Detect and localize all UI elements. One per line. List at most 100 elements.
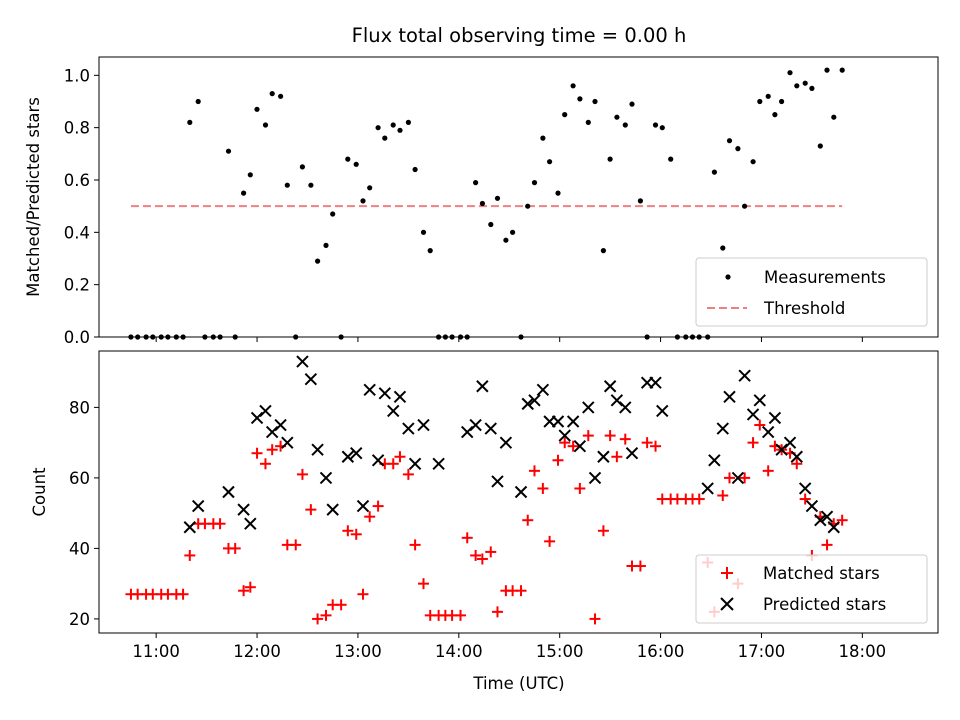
ratio-y-tick-label-4: 0.8 [64,119,90,138]
measurement-point-30 [353,161,359,167]
matched-point-37 [402,468,414,480]
predicted-point-61 [768,411,782,425]
measurement-point-93 [824,67,830,73]
measurement-point-57 [555,190,561,196]
predicted-point-11 [304,372,318,386]
matched-point-29 [342,525,354,537]
measurement-point-56 [547,159,553,165]
measurement-point-29 [345,156,351,162]
predicted-point-24 [408,457,422,471]
predicted-point-42 [582,401,595,414]
matched-point-47 [476,553,488,565]
matched-point-49 [491,606,503,618]
predicted-point-45 [603,380,617,393]
predicted-point-0 [183,521,197,534]
measurement-point-32 [367,185,373,191]
matched-point-76 [693,493,705,505]
predicted-point-22 [393,390,407,404]
measurement-point-24 [308,182,314,188]
count-y-ticks: 20 40 60 80 [69,398,99,629]
matched-point-38 [409,539,421,551]
measurement-point-64 [607,156,613,162]
matched-point-66 [619,433,631,445]
matched-point-53 [522,514,534,526]
count-x-tick-label-6: 17:00 [738,642,786,661]
measurement-point-20 [278,93,284,99]
predicted-point-29 [476,380,489,393]
ratio-y-tick-label-2: 0.4 [64,223,90,242]
measurement-point-53 [525,203,531,209]
legend-predicted-marker [720,597,734,611]
predicted-point-8 [274,418,287,432]
count-x-axis-label: Time (UTC) [472,674,564,693]
measurement-point-94 [831,114,837,120]
predicted-point-51 [656,404,669,418]
legend-measurements-label: Measurements [764,268,886,287]
predicted-point-26 [432,457,445,471]
predicted-point-31 [491,475,504,488]
matched-point-80 [724,472,736,484]
predicted-point-52 [701,482,714,495]
measurement-point-37 [405,119,411,125]
measurement-point-78 [711,169,718,175]
matched-point-14 [229,542,241,554]
count-y-axis-label: Count [30,467,49,517]
matched-point-63 [597,525,609,537]
measurement-point-82 [742,203,748,209]
measurement-point-8 [187,119,193,125]
legend-predicted-label: Predicted stars [763,595,886,614]
predicted-point-18 [363,383,376,396]
legend-matched-marker [721,567,733,579]
matched-point-45 [461,532,473,544]
measurement-point-39 [420,229,427,235]
measurement-point-68 [637,198,644,204]
predicted-point-58 [746,408,760,421]
matched-point-46 [470,549,482,561]
count-legend-box [695,554,928,624]
measurement-point-83 [750,159,756,165]
predicted-point-67 [814,513,827,527]
matched-point-12 [214,518,226,530]
predicted-point-38 [551,415,565,428]
predicted-point-34 [521,397,534,411]
matched-point-58 [559,437,571,449]
measurement-point-95 [839,67,845,73]
predicted-point-54 [716,422,729,435]
predicted-point-69 [827,521,840,534]
matched-point-54 [528,465,540,477]
measurement-point-67 [629,101,635,107]
count-axes-frame [98,350,939,634]
measurement-point-48 [488,221,494,228]
measurement-point-31 [360,198,366,204]
measurement-point-17 [254,106,260,112]
measurement-point-13 [225,148,232,154]
predicted-point-64 [790,450,803,463]
ratio-y-tick-label-0: 0.0 [64,328,90,347]
count-legend: Matched stars Predicted stars [695,554,928,624]
measurement-point-27 [330,211,336,217]
matched-point-69 [641,437,653,449]
matched-point-85 [762,465,774,477]
count-y-tick-label-3: 80 [69,398,90,417]
predicted-point-19 [371,454,385,467]
predicted-point-48 [625,447,639,460]
matched-point-31 [357,588,369,600]
predicted-point-43 [588,471,602,485]
measurement-point-35 [390,122,396,128]
predicted-point-39 [558,429,571,442]
measurement-point-66 [622,122,628,128]
measurement-point-61 [585,119,591,125]
predicted-point-28 [469,418,482,432]
predicted-point-65 [798,482,812,495]
ratio-y-tick-label-5: 1.0 [64,66,90,85]
matched-point-36 [394,451,406,463]
measurement-point-34 [382,135,388,141]
matched-point-22 [290,539,302,551]
measurement-point-90 [802,80,808,86]
measurement-point-59 [570,83,576,89]
measurement-point-9 [195,98,201,105]
count-x-tick-label-0: 11:00 [132,642,180,661]
count-x-tick-label-2: 13:00 [334,642,382,661]
matched-point-62 [589,613,601,625]
predicted-point-40 [566,415,580,428]
